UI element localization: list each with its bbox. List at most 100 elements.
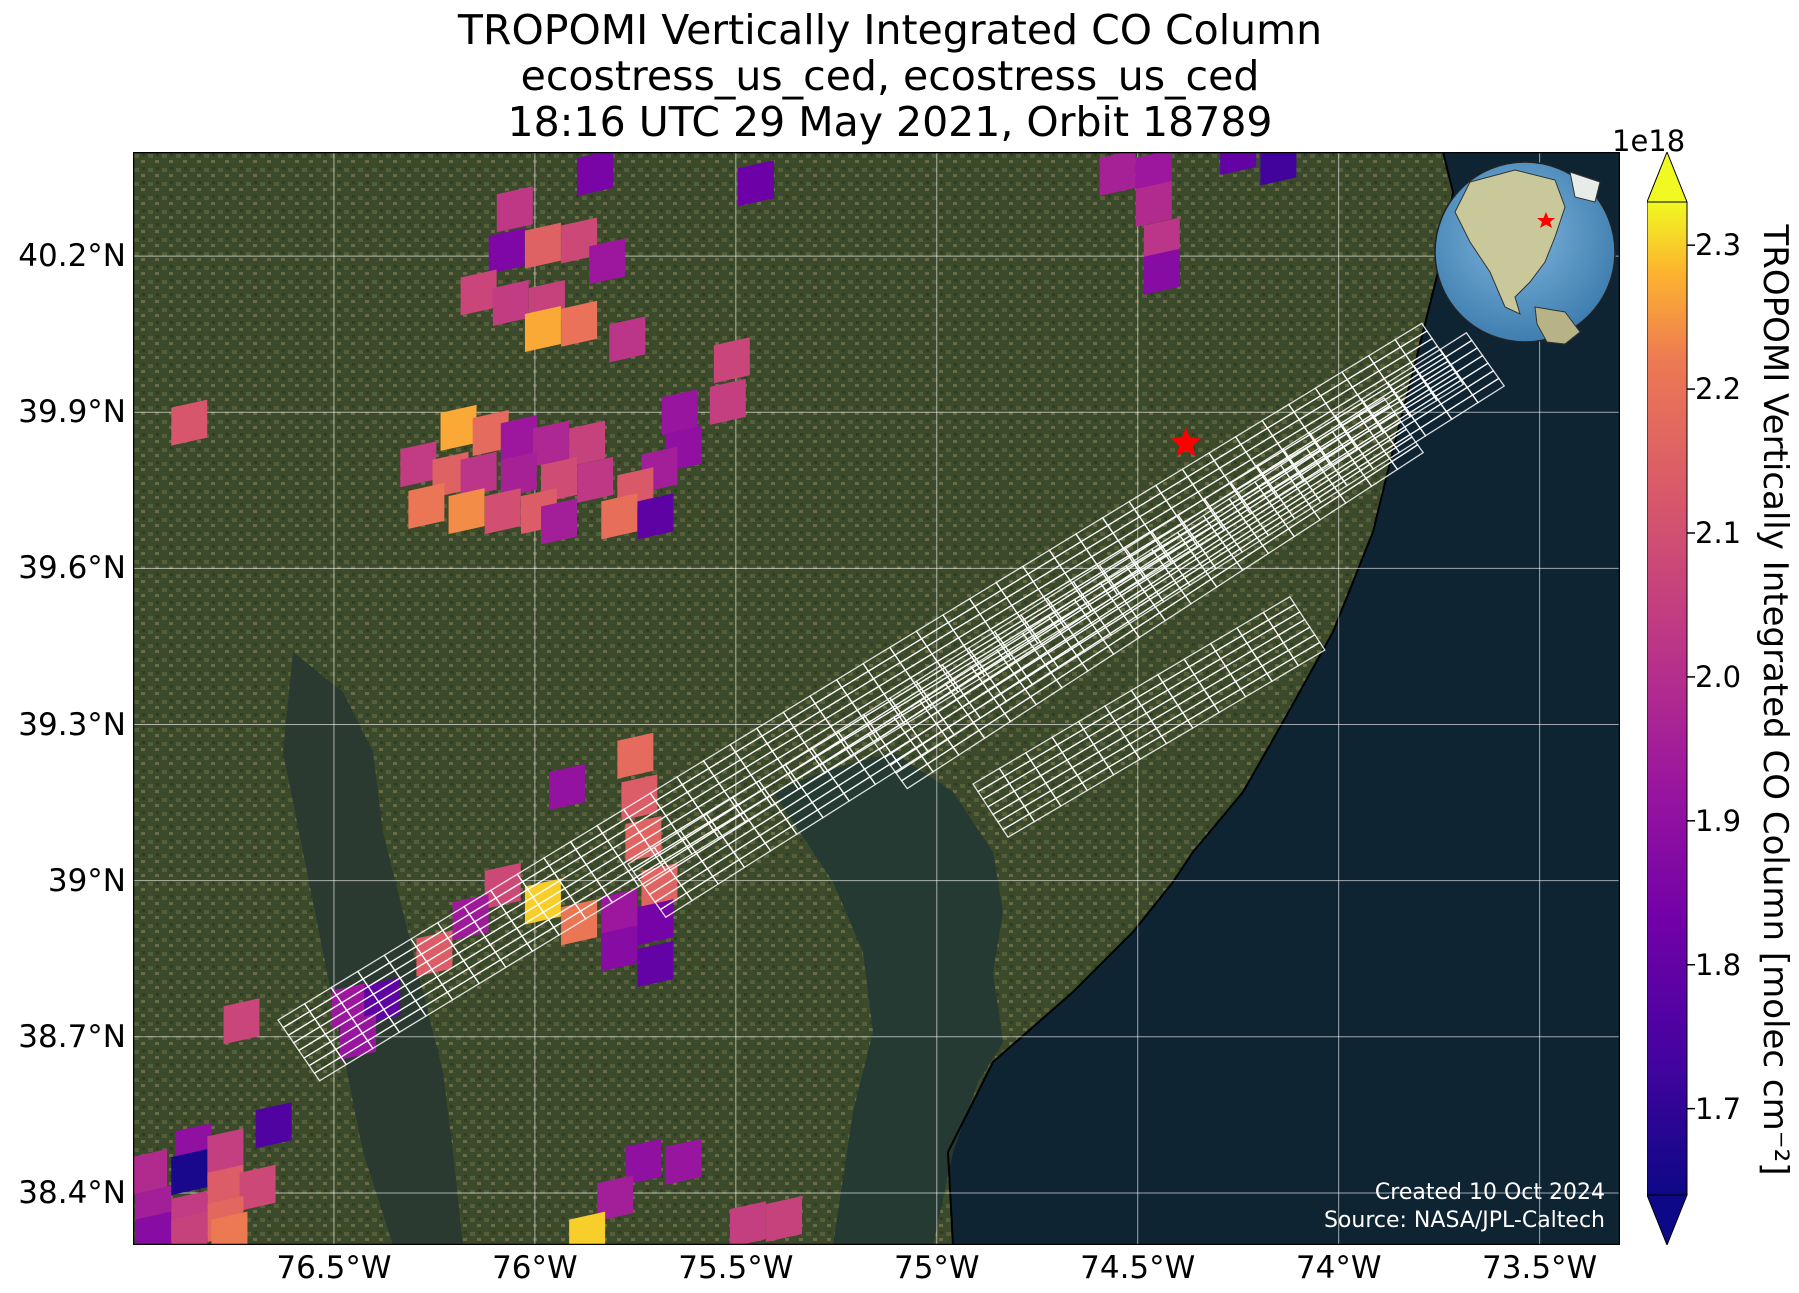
co-pixel bbox=[448, 488, 485, 535]
co-pixel bbox=[400, 441, 437, 488]
globe-north-america bbox=[1454, 169, 1566, 315]
map-title-line-2: ecostress_us_ced, ecostress_us_ced bbox=[520, 52, 1260, 100]
colorbar bbox=[1647, 152, 1695, 1245]
co-pixel bbox=[524, 222, 561, 269]
co-pixel bbox=[597, 1175, 634, 1222]
co-pixel bbox=[440, 404, 477, 451]
co-pixel bbox=[472, 410, 509, 457]
co-pixel bbox=[492, 279, 529, 326]
co-pixel bbox=[171, 1211, 208, 1245]
co-pixel bbox=[135, 1211, 172, 1245]
co-pixel bbox=[239, 1164, 276, 1211]
co-pixel-layer bbox=[133, 152, 1297, 1245]
credit-source: Source: NASA/JPL-Caltech bbox=[1323, 1208, 1605, 1233]
co-pixel bbox=[1260, 152, 1297, 186]
co-pixel bbox=[496, 186, 533, 233]
colorbar-tick-label: 1.7 bbox=[1695, 1091, 1742, 1126]
co-pixel bbox=[171, 1149, 208, 1196]
colorbar-gradient bbox=[1647, 201, 1688, 1196]
co-pixel bbox=[589, 238, 626, 285]
footprint-cell bbox=[1430, 375, 1465, 402]
lon-tick-label: 75.5°W bbox=[678, 1250, 794, 1286]
co-pixel bbox=[561, 300, 598, 347]
lat-tick-label: 38.4°N bbox=[18, 1174, 126, 1211]
co-pixel bbox=[416, 930, 453, 977]
co-pixel bbox=[569, 1211, 606, 1245]
delaware-bay bbox=[773, 752, 1003, 1245]
inset-globe bbox=[1434, 161, 1616, 345]
co-pixel bbox=[484, 862, 521, 909]
co-pixel bbox=[713, 337, 750, 384]
co-pixel bbox=[408, 482, 445, 529]
co-pixel bbox=[500, 415, 537, 462]
co-pixel bbox=[737, 160, 774, 207]
globe-south-america bbox=[1534, 306, 1581, 345]
lon-tick-label: 74.5°W bbox=[1080, 1250, 1196, 1286]
colorbar-tick-label: 2.0 bbox=[1695, 659, 1742, 694]
co-pixel bbox=[577, 456, 614, 503]
lon-tick-label: 76.5°W bbox=[276, 1250, 392, 1286]
footprint-cell bbox=[1292, 641, 1326, 667]
co-pixel bbox=[621, 774, 658, 821]
star-icon bbox=[1537, 212, 1555, 228]
lat-tick-label: 40.2°N bbox=[18, 238, 126, 275]
colorbar-tick-label: 1.9 bbox=[1695, 803, 1742, 838]
co-pixel bbox=[561, 217, 598, 264]
star-icon[interactable] bbox=[1170, 427, 1202, 457]
co-pixel bbox=[541, 498, 578, 545]
atlantic-ocean bbox=[948, 152, 1620, 1245]
co-pixel bbox=[625, 1138, 662, 1185]
colorbar-tick-label: 2.1 bbox=[1695, 516, 1742, 550]
site-star-marker[interactable] bbox=[1170, 427, 1202, 457]
co-pixel bbox=[1135, 181, 1172, 228]
co-pixel bbox=[709, 378, 746, 425]
colorbar-ticks bbox=[1687, 244, 1695, 1110]
co-pixel bbox=[766, 1195, 803, 1242]
map-title-line-1: TROPOMI Vertically Integrated CO Column bbox=[457, 6, 1323, 54]
co-pixel bbox=[1099, 152, 1136, 196]
lat-tick-label: 39.3°N bbox=[18, 706, 126, 743]
co-pixel bbox=[133, 1149, 168, 1195]
co-pixel bbox=[617, 732, 654, 779]
co-pixel bbox=[729, 1201, 766, 1245]
lat-tick-label: 39.6°N bbox=[18, 550, 126, 587]
graticule bbox=[133, 152, 1620, 1245]
co-pixel bbox=[207, 1128, 244, 1175]
co-pixel bbox=[609, 316, 646, 363]
co-pixel bbox=[601, 925, 638, 972]
colorbar-tick-label: 2.3 bbox=[1695, 228, 1742, 263]
co-pixel bbox=[665, 1138, 702, 1185]
lon-tick-label: 75°W bbox=[893, 1250, 980, 1286]
co-pixel bbox=[641, 862, 678, 909]
co-pixel bbox=[340, 1013, 377, 1060]
co-pixel bbox=[577, 152, 614, 196]
colorbar-extend-min bbox=[1647, 1194, 1688, 1245]
co-pixel bbox=[488, 227, 525, 274]
lon-tick-label: 73.5°W bbox=[1482, 1250, 1598, 1286]
co-pixel bbox=[255, 1102, 292, 1149]
co-pixel bbox=[637, 493, 674, 540]
lon-tick-label: 74°W bbox=[1295, 1250, 1382, 1286]
co-pixel bbox=[601, 493, 638, 540]
co-pixel bbox=[1220, 152, 1257, 175]
chesapeake-bay bbox=[283, 652, 463, 1245]
co-pixel bbox=[460, 451, 497, 498]
co-pixel bbox=[661, 389, 698, 436]
co-pixel bbox=[637, 899, 674, 946]
co-pixel bbox=[211, 1211, 248, 1245]
co-pixel bbox=[637, 940, 674, 987]
coastline bbox=[946, 152, 1455, 1245]
colorbar-tick-label: 2.2 bbox=[1695, 372, 1742, 407]
co-pixel bbox=[171, 399, 208, 446]
lat-tick-label: 38.7°N bbox=[18, 1018, 126, 1055]
ecostress-footprint-grid bbox=[277, 322, 1506, 1082]
map-panel[interactable]: Created 10 Oct 2024 Source: NASA/JPL-Cal… bbox=[133, 152, 1620, 1245]
footprint-cell bbox=[1471, 377, 1506, 404]
co-pixel bbox=[500, 451, 537, 498]
co-pixel bbox=[460, 269, 497, 316]
footprint-cell bbox=[1390, 443, 1425, 471]
map-frame bbox=[133, 152, 1620, 1245]
co-pixel bbox=[532, 420, 569, 467]
map-canvas[interactable] bbox=[133, 152, 1620, 1245]
co-pixel bbox=[524, 305, 561, 352]
